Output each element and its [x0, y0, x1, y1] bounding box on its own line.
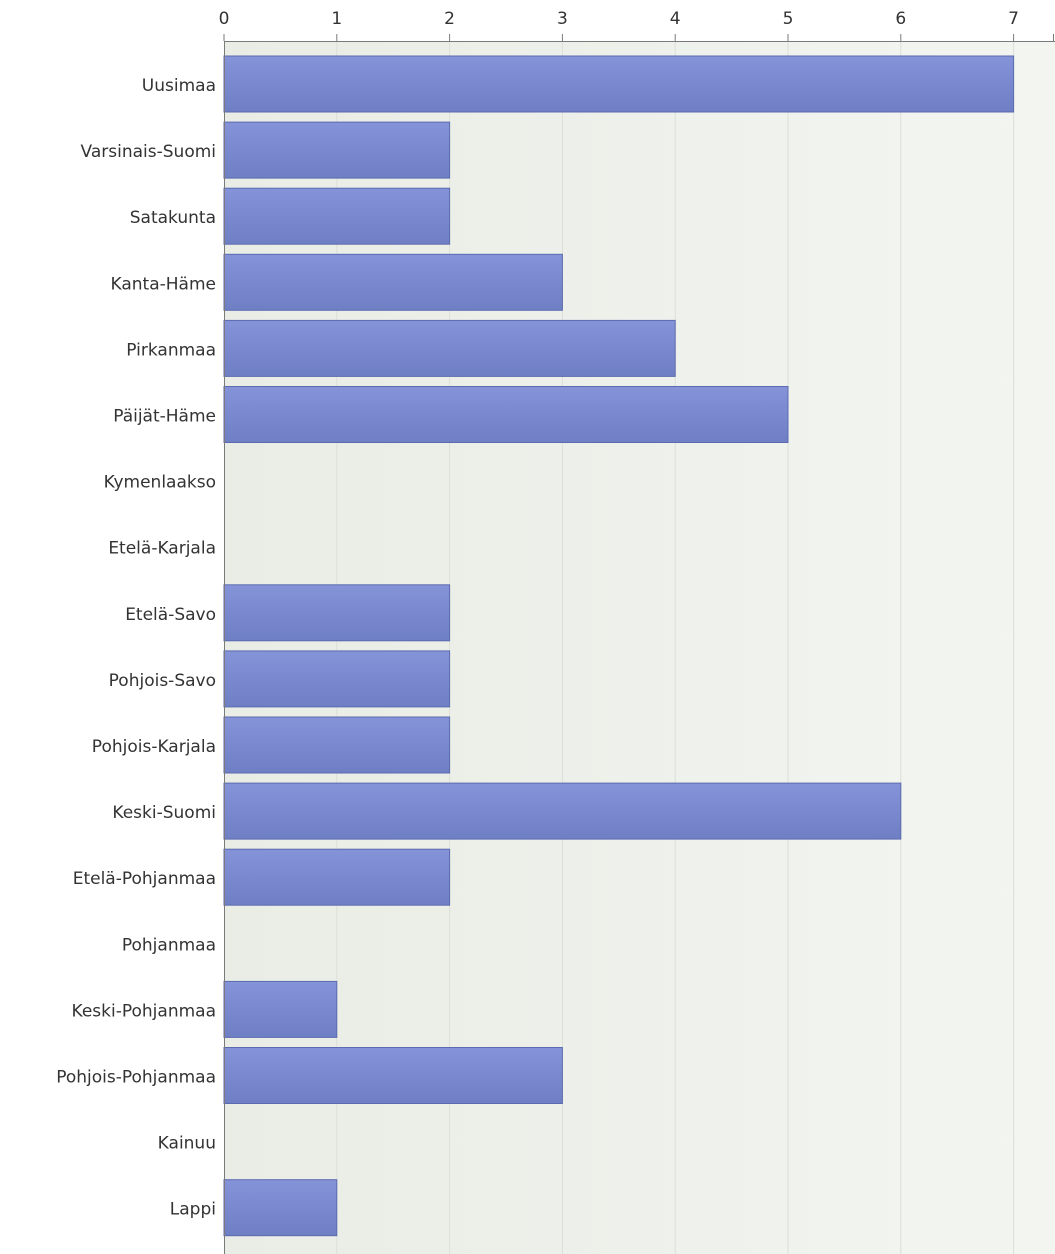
bar	[223, 584, 451, 642]
x-tick-label: 2	[444, 9, 455, 29]
bar	[223, 1179, 338, 1237]
category-label: Pohjanmaa	[122, 935, 216, 955]
category-label: Pohjois-Karjala	[92, 737, 216, 757]
category-label: Lappi	[170, 1200, 216, 1220]
bar	[223, 980, 338, 1038]
x-tick-label: 0	[219, 9, 230, 29]
bar	[223, 782, 902, 840]
x-tick-label: 3	[557, 9, 568, 29]
category-label: Kainuu	[158, 1134, 216, 1154]
category-label: Keski-Suomi	[112, 803, 216, 823]
x-axis-ticks: 0 1 2 3 4 5 6 7	[219, 9, 1019, 41]
category-label: Pohjois-Pohjanmaa	[56, 1068, 216, 1088]
category-label: Etelä-Karjala	[108, 539, 216, 559]
bar	[223, 650, 451, 708]
category-labels: Uusimaa Varsinais-Suomi Satakunta Kanta-Häm…	[56, 76, 216, 1220]
x-tick-label: 7	[1008, 9, 1019, 29]
x-tick-label: 5	[783, 9, 794, 29]
category-label: Varsinais-Suomi	[81, 142, 216, 162]
bar	[223, 848, 451, 906]
category-label: Keski-Pohjanmaa	[72, 1001, 216, 1021]
bar	[223, 253, 563, 311]
category-label: Kanta-Häme	[111, 274, 216, 294]
category-label: Etelä-Pohjanmaa	[73, 869, 216, 889]
bar	[223, 187, 451, 245]
category-label: Pirkanmaa	[126, 340, 216, 360]
category-label: Pohjois-Savo	[109, 671, 216, 691]
bar	[223, 121, 451, 179]
category-label: Etelä-Savo	[125, 605, 216, 625]
category-label: Uusimaa	[142, 76, 216, 96]
category-label: Päijät-Häme	[113, 407, 216, 427]
bar	[223, 386, 789, 443]
bars	[223, 55, 1015, 1237]
axes	[224, 34, 1055, 1254]
bar	[223, 716, 451, 774]
x-tick-label: 4	[670, 9, 681, 29]
bar	[223, 55, 1015, 113]
bar	[223, 1047, 563, 1104]
category-label: Satakunta	[130, 208, 216, 228]
category-label: Kymenlaakso	[104, 473, 216, 493]
x-tick-label: 6	[895, 9, 906, 29]
bar	[223, 319, 676, 377]
x-tick-label: 1	[331, 9, 342, 29]
